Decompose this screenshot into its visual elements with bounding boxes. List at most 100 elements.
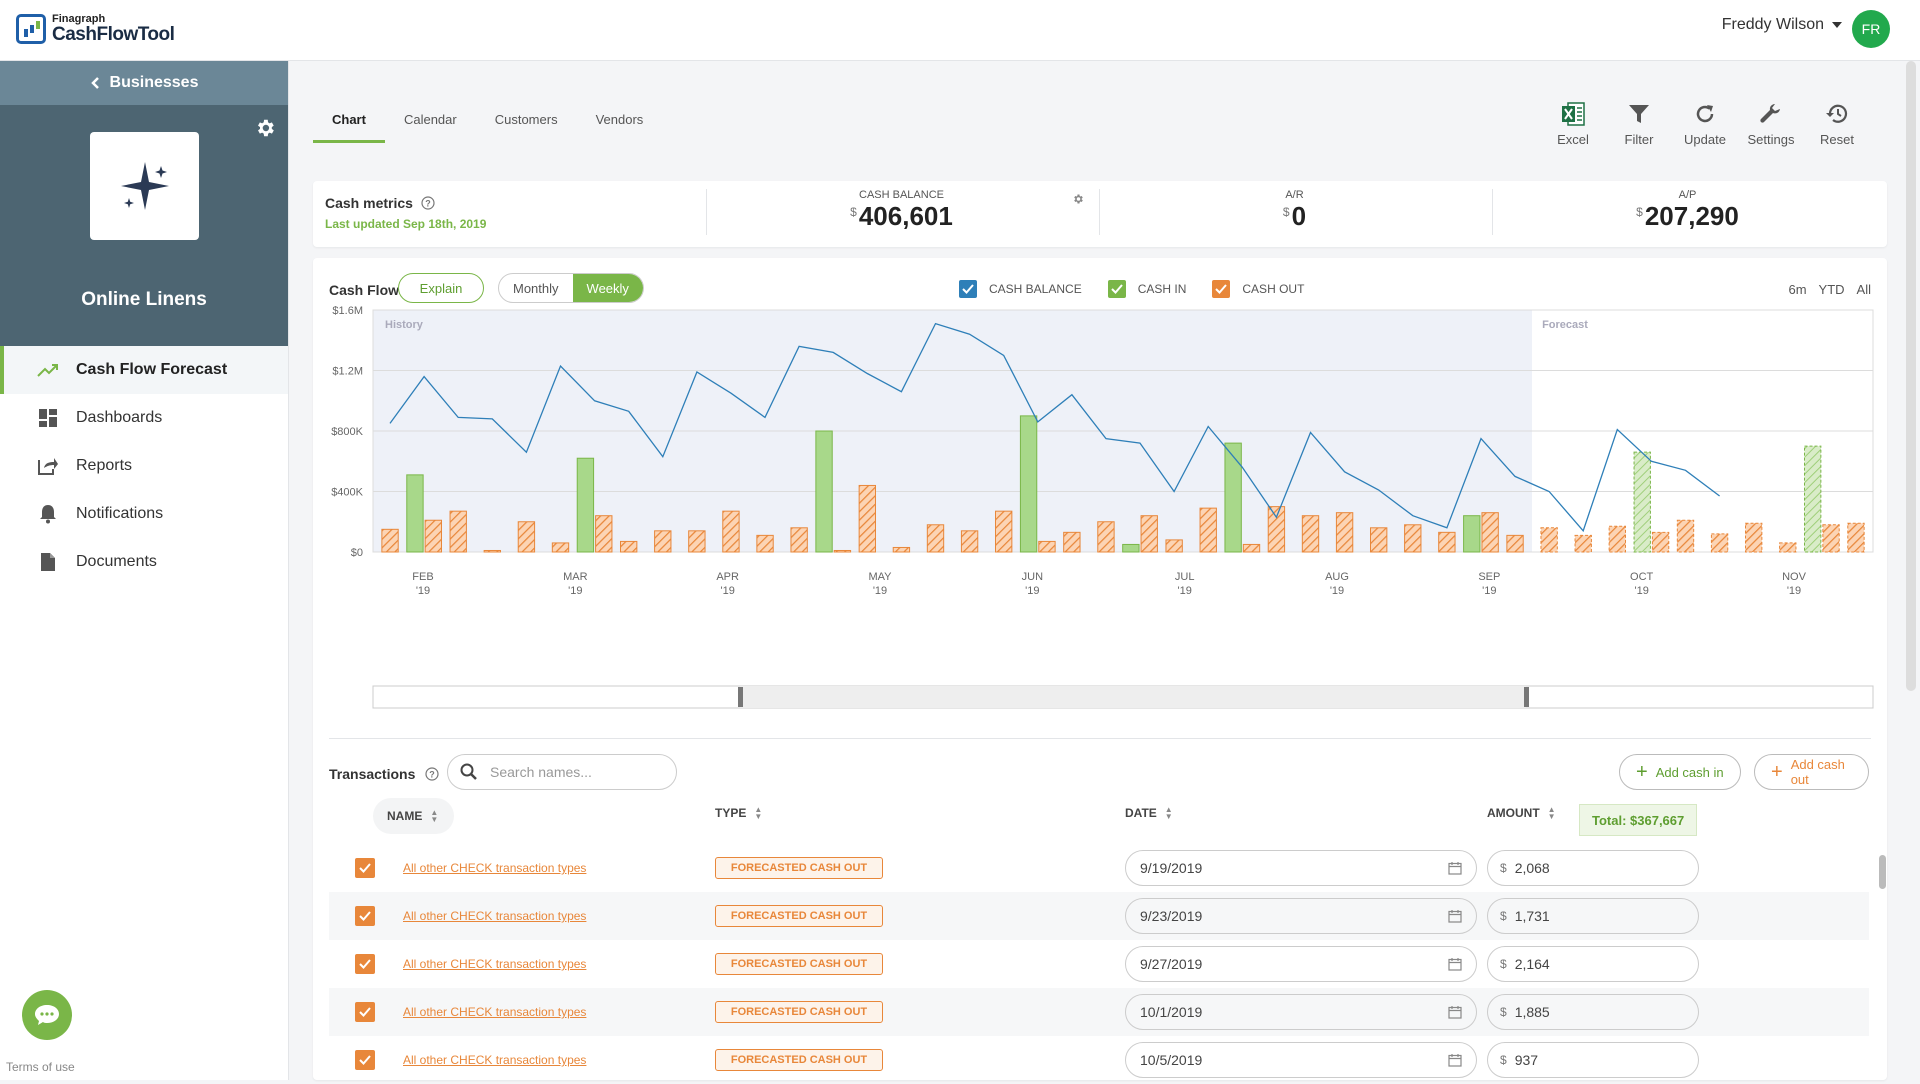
user-menu[interactable]: Freddy Wilson bbox=[1722, 16, 1842, 34]
row-checkbox[interactable] bbox=[355, 1002, 375, 1022]
cash-out-bar bbox=[722, 510, 740, 553]
cash-out-bar bbox=[449, 510, 467, 553]
calendar-icon[interactable] bbox=[1448, 909, 1462, 923]
cash-metrics-title: Cash metrics ? bbox=[325, 195, 486, 211]
calendar-icon[interactable] bbox=[1448, 1053, 1462, 1067]
cash-out-bar bbox=[1822, 524, 1840, 553]
row-name-link[interactable]: All other CHECK transaction types bbox=[403, 957, 587, 971]
back-to-businesses[interactable]: Businesses bbox=[0, 61, 288, 105]
legend-cash-in[interactable]: CASH IN bbox=[1107, 280, 1186, 298]
sidebar-item-label: Notifications bbox=[76, 505, 164, 522]
row-date-field[interactable]: 10/5/2019 bbox=[1125, 1042, 1477, 1078]
terms-link[interactable]: Terms of use bbox=[6, 1060, 75, 1074]
app-logo[interactable]: Finagraph CashFlowTool bbox=[16, 14, 175, 44]
row-date-field[interactable]: 10/1/2019 bbox=[1125, 994, 1477, 1030]
row-type-badge: FORECASTED CASH OUT bbox=[715, 1049, 883, 1071]
column-header-amount[interactable]: AMOUNT ▲ ▼ bbox=[1487, 806, 1558, 821]
cash-out-bar bbox=[1438, 531, 1456, 553]
row-amount-field[interactable]: $1,731 bbox=[1487, 898, 1699, 934]
y-tick-label: $0 bbox=[351, 547, 363, 559]
reset-button[interactable]: Reset bbox=[1804, 96, 1870, 147]
row-amount-field[interactable]: $2,164 bbox=[1487, 946, 1699, 982]
row-checkbox[interactable] bbox=[355, 954, 375, 974]
cash-out-bar bbox=[1540, 527, 1558, 553]
add-cash-in-button[interactable]: + Add cash in bbox=[1619, 754, 1741, 790]
main-tabs: Chart Calendar Customers Vendors bbox=[313, 104, 662, 143]
row-checkbox[interactable] bbox=[355, 906, 375, 926]
row-checkbox[interactable] bbox=[355, 1050, 375, 1070]
excel-label: Excel bbox=[1557, 132, 1589, 147]
chat-button[interactable] bbox=[22, 990, 72, 1040]
row-date-field[interactable]: 9/27/2019 bbox=[1125, 946, 1477, 982]
row-amount-field[interactable]: $2,068 bbox=[1487, 850, 1699, 886]
chart-navigator[interactable] bbox=[313, 681, 1887, 711]
legend-cash-out[interactable]: CASH OUT bbox=[1212, 280, 1304, 298]
divider bbox=[329, 738, 1871, 739]
x-tick-month: APR bbox=[716, 571, 739, 583]
excel-button[interactable]: Excel bbox=[1540, 96, 1606, 147]
row-amount-field[interactable]: $1,885 bbox=[1487, 994, 1699, 1030]
x-tick-year: '19 bbox=[568, 585, 582, 597]
checkmark-icon bbox=[359, 911, 371, 921]
settings-button[interactable]: Settings bbox=[1738, 96, 1804, 147]
sidebar-item-dashboards[interactable]: Dashboards bbox=[0, 394, 288, 442]
range-ytd[interactable]: YTD bbox=[1818, 282, 1845, 297]
sidebar-item-cash-flow-forecast[interactable]: Cash Flow Forecast bbox=[0, 346, 288, 394]
row-name-link[interactable]: All other CHECK transaction types bbox=[403, 1005, 587, 1019]
page-scrollbar[interactable] bbox=[1906, 61, 1916, 691]
row-checkbox[interactable] bbox=[355, 858, 375, 878]
row-name-link[interactable]: All other CHECK transaction types bbox=[403, 909, 587, 923]
monthly-toggle[interactable]: Monthly bbox=[513, 280, 559, 296]
sidebar-item-label: Dashboards bbox=[76, 409, 163, 426]
tab-customers[interactable]: Customers bbox=[494, 112, 558, 127]
avatar[interactable]: FR bbox=[1852, 10, 1890, 48]
wrench-icon bbox=[1760, 103, 1780, 123]
search-placeholder: Search names... bbox=[490, 764, 592, 780]
checkmark-icon bbox=[359, 863, 371, 873]
weekly-toggle[interactable]: Weekly bbox=[572, 274, 643, 302]
sidebar-item-reports[interactable]: Reports bbox=[0, 442, 288, 490]
help-icon[interactable]: ? bbox=[425, 767, 439, 781]
sidebar-item-notifications[interactable]: Notifications bbox=[0, 490, 288, 538]
range-6m[interactable]: 6m bbox=[1788, 282, 1807, 297]
gear-icon[interactable] bbox=[254, 117, 276, 139]
cash-out-bar bbox=[1097, 521, 1115, 553]
cash-balance-value: $406,601 bbox=[707, 201, 1096, 232]
column-label: NAME bbox=[387, 809, 423, 823]
checkbox-checked-icon bbox=[1107, 280, 1126, 298]
explain-button[interactable]: Explain bbox=[398, 273, 484, 303]
x-tick-month: JUL bbox=[1175, 571, 1195, 583]
calendar-icon[interactable] bbox=[1448, 1005, 1462, 1019]
tab-calendar[interactable]: Calendar bbox=[403, 112, 457, 127]
x-tick-year: '19 bbox=[873, 585, 887, 597]
cash-out-bar bbox=[960, 530, 979, 553]
row-amount-field[interactable]: $937 bbox=[1487, 1042, 1699, 1078]
row-date-field[interactable]: 9/19/2019 bbox=[1125, 850, 1477, 886]
column-header-date[interactable]: DATE ▲ ▼ bbox=[1125, 806, 1175, 821]
tab-chart[interactable]: Chart bbox=[313, 104, 385, 143]
cash-out-bar bbox=[1165, 539, 1183, 553]
row-date-field[interactable]: 9/23/2019 bbox=[1125, 898, 1477, 934]
range-all[interactable]: All bbox=[1856, 282, 1871, 297]
tab-vendors[interactable]: Vendors bbox=[595, 112, 644, 127]
y-tick-label: $1.2M bbox=[332, 366, 363, 378]
update-button[interactable]: Update bbox=[1672, 96, 1738, 147]
row-date-value: 9/19/2019 bbox=[1140, 860, 1203, 876]
filter-button[interactable]: Filter bbox=[1606, 96, 1672, 147]
table-scrollbar[interactable] bbox=[1879, 855, 1886, 889]
sidebar-item-documents[interactable]: Documents bbox=[0, 538, 288, 586]
row-name-link[interactable]: All other CHECK transaction types bbox=[403, 1053, 587, 1067]
x-tick-year: '19 bbox=[1482, 585, 1496, 597]
help-icon[interactable]: ? bbox=[421, 196, 435, 210]
column-header-type[interactable]: TYPE ▲ ▼ bbox=[715, 806, 764, 821]
row-name-link[interactable]: All other CHECK transaction types bbox=[403, 861, 587, 875]
calendar-icon[interactable] bbox=[1448, 861, 1462, 875]
legend-cash-balance[interactable]: CASH BALANCE bbox=[959, 280, 1082, 298]
small-gear-icon[interactable] bbox=[1072, 193, 1084, 205]
column-header-name[interactable]: NAME ▲ ▼ bbox=[373, 798, 455, 834]
x-tick-month: JUN bbox=[1022, 571, 1043, 583]
x-tick-year: '19 bbox=[720, 585, 734, 597]
add-cash-out-button[interactable]: + Add cash out bbox=[1754, 754, 1869, 790]
calendar-icon[interactable] bbox=[1448, 957, 1462, 971]
search-input[interactable]: Search names... bbox=[447, 754, 677, 790]
